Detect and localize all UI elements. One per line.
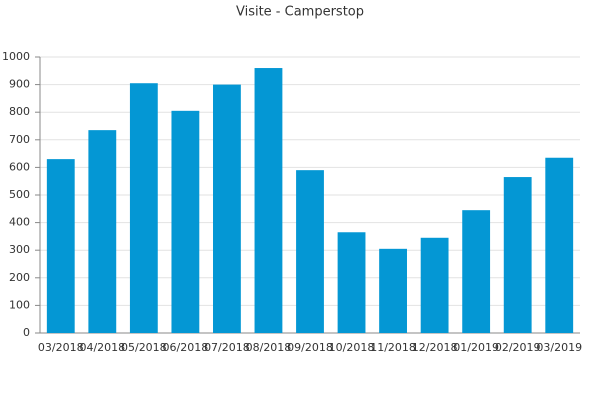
x-tick-label: 03/2018 (38, 341, 84, 354)
chart-title: Visite - Camperstop (236, 5, 364, 20)
y-tick-label: 0 (23, 326, 30, 339)
x-tick-label: 03/2019 (536, 341, 582, 354)
bar (254, 68, 283, 333)
x-tick-label: 11/2018 (370, 341, 416, 354)
y-tick-label: 300 (9, 243, 30, 256)
x-tick-label: 04/2018 (79, 341, 125, 354)
bar (337, 232, 366, 333)
bar (296, 170, 324, 333)
x-tick-label: 08/2018 (246, 341, 292, 354)
y-tick-label: 200 (9, 271, 30, 284)
bar (379, 248, 407, 333)
x-tick-label: 06/2018 (163, 341, 209, 354)
bar (503, 177, 532, 333)
y-tick-label: 500 (9, 188, 30, 201)
y-tick-label: 700 (9, 133, 30, 146)
x-tick-label: 09/2018 (287, 341, 333, 354)
bar (545, 157, 574, 333)
y-tick-label: 800 (9, 105, 30, 118)
y-tick-label: 900 (9, 78, 30, 91)
bar (46, 159, 75, 333)
bar (129, 83, 158, 333)
x-tick-label: 12/2018 (412, 341, 458, 354)
bar (462, 210, 491, 333)
bar (213, 84, 241, 333)
x-tick-label: 02/2019 (495, 341, 541, 354)
bar (88, 130, 117, 333)
y-tick-label: 100 (9, 298, 30, 311)
y-tick-label: 400 (9, 216, 30, 229)
bar (171, 110, 200, 333)
x-tick-label: 10/2018 (329, 341, 375, 354)
x-tick-label: 05/2018 (121, 341, 167, 354)
x-tick-label: 07/2018 (204, 341, 250, 354)
y-tick-label: 1000 (2, 50, 30, 63)
x-tick-label: 01/2019 (453, 341, 499, 354)
y-tick-label: 600 (9, 160, 30, 173)
bar (420, 237, 449, 333)
